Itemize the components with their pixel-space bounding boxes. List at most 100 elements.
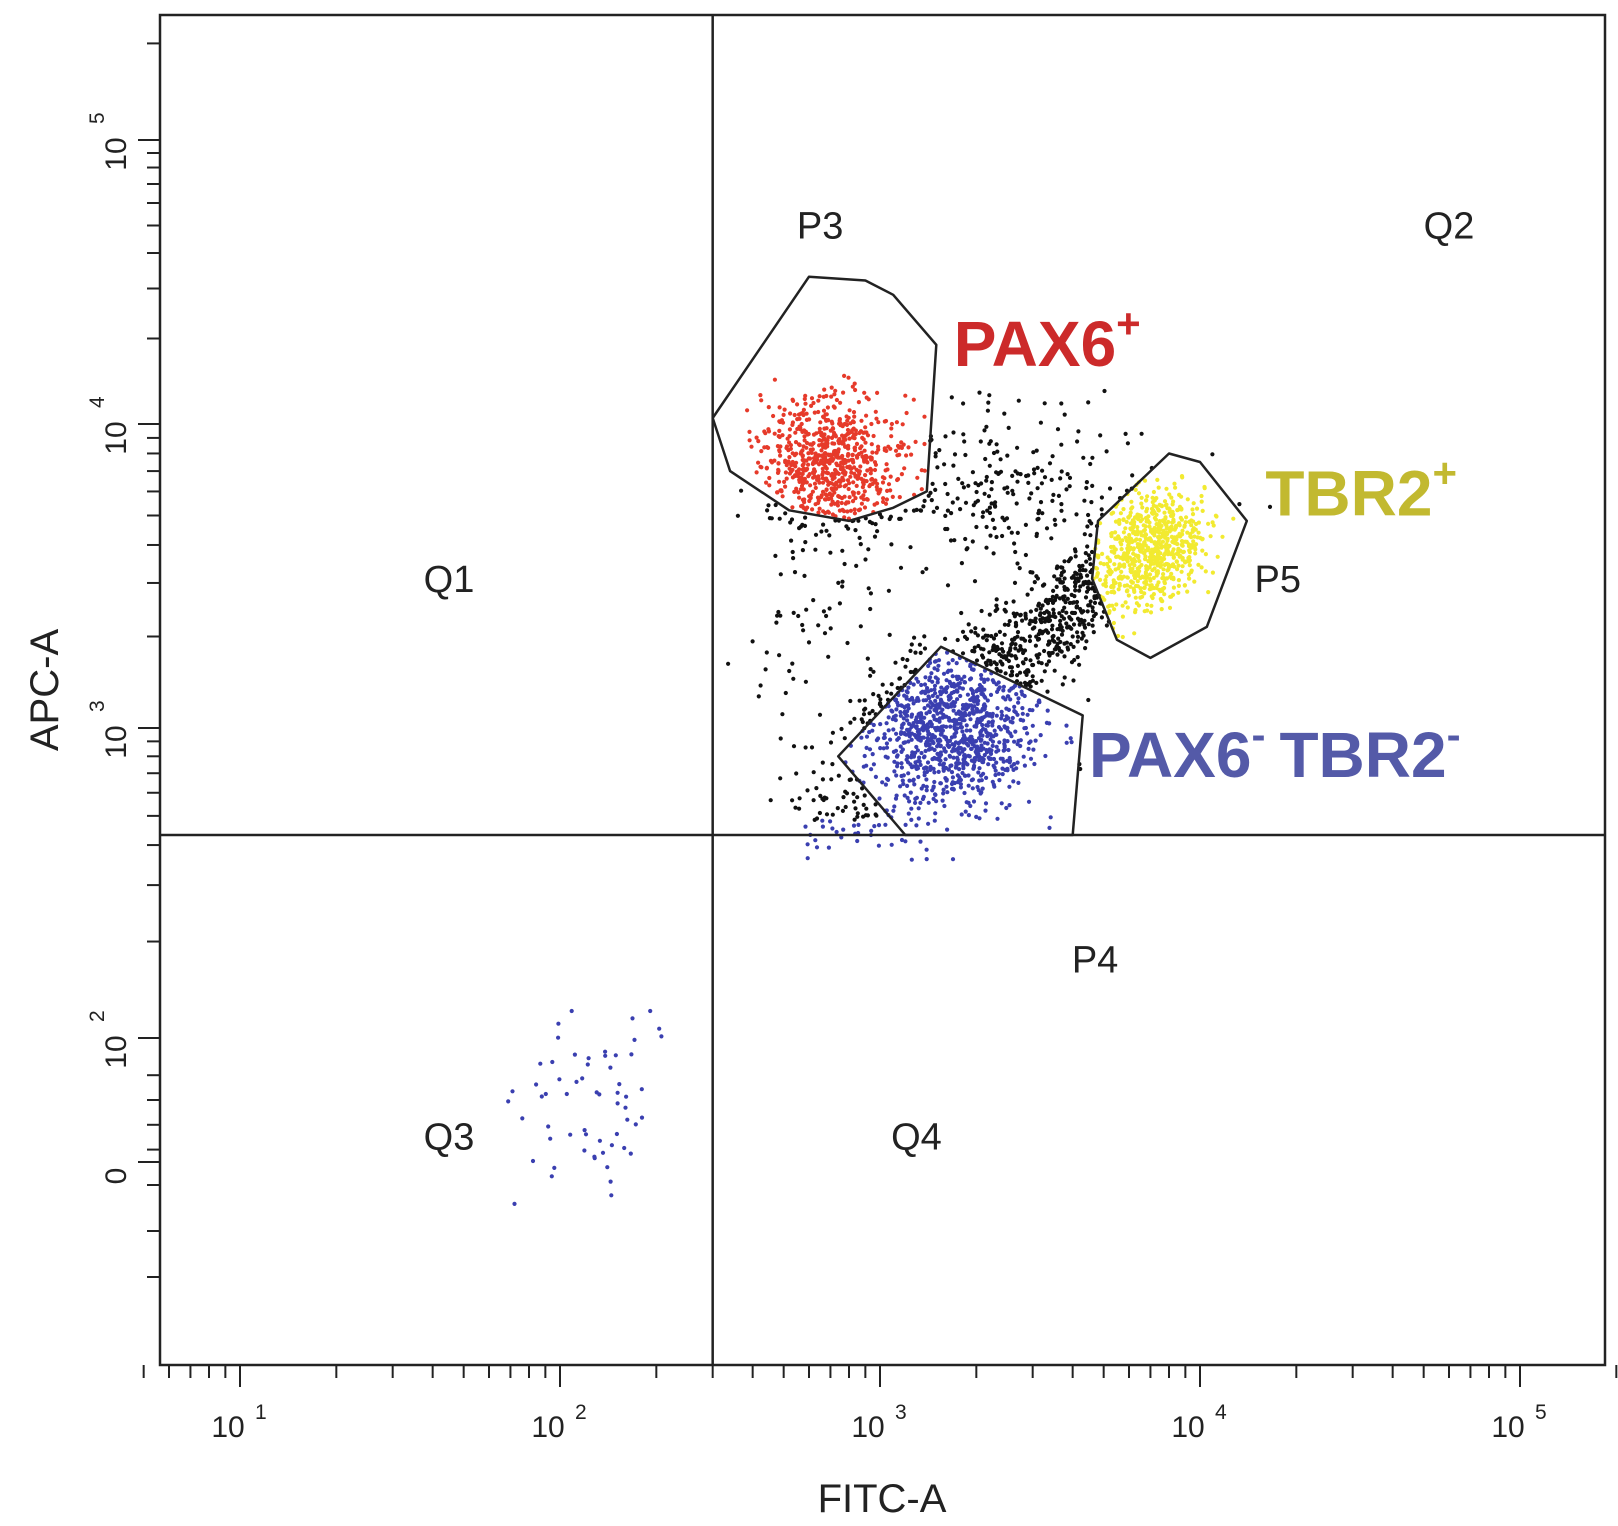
event-dot [909,731,915,736]
event-dot [800,481,806,486]
event-dot [811,471,817,476]
event-dot [911,701,916,706]
event-dot [948,538,954,543]
event-dot [886,715,891,720]
event-dot [1026,480,1031,485]
event-dot [1046,651,1052,656]
event-dot [1144,498,1149,503]
event-dot [841,468,846,473]
event-dot [1172,564,1177,569]
event-dot [787,427,793,432]
event-dot [1135,542,1140,547]
event-dot [804,480,809,485]
event-dot [1078,572,1083,578]
event-dot [1162,562,1167,568]
event-dot [1096,555,1101,560]
event-dot [821,394,826,399]
event-dot [860,435,865,440]
event-dot [908,790,913,795]
event-dot [859,735,864,740]
event-dot [994,603,999,608]
event-dot [951,463,956,468]
event-dot [972,699,977,704]
event-dot [992,728,997,733]
event-dot [1133,595,1138,600]
event-dot [984,524,989,530]
event-dot [969,687,974,692]
event-dot [659,1034,664,1039]
event-dot [781,412,786,417]
event-dot [538,1061,543,1066]
event-dot [874,738,880,743]
event-dot [796,613,801,619]
event-dot [1179,539,1185,544]
event-dot [938,758,943,763]
event-dot [1074,512,1079,517]
event-dot [915,475,920,480]
event-dot [1180,555,1185,561]
event-dot [797,796,802,801]
event-dot [1050,638,1055,643]
event-dot [916,679,921,684]
event-dot [1004,600,1009,606]
event-dot [1002,743,1007,748]
event-dot [1095,572,1100,577]
event-dot [883,822,888,827]
event-dot [1047,618,1053,623]
event-dot [1054,644,1059,649]
event-dot [1089,500,1094,505]
event-dot [1180,564,1185,569]
event-dot [1037,698,1042,703]
event-dot [993,608,998,614]
event-dot [884,745,890,750]
event-dot [821,522,826,527]
event-dot [998,457,1003,462]
event-dot [1116,587,1121,592]
event-dot [1079,610,1084,615]
event-dot [1062,641,1067,646]
event-dot [1106,604,1111,609]
gate-label-p4: P4 [1072,940,1118,982]
event-dot [1052,598,1058,603]
event-dot [847,495,852,500]
event-dot [1105,590,1110,596]
event-dot [1127,555,1132,560]
event-dot [1159,598,1164,603]
event-dot [905,690,910,695]
event-dot [800,471,805,476]
event-dot [945,790,950,795]
event-dot [823,412,828,417]
event-dot [968,662,973,667]
event-dot [961,766,966,771]
event-dot [944,784,949,789]
event-dot [807,472,812,477]
event-dot [910,750,915,755]
event-dot [512,1201,517,1206]
event-dot [1023,657,1028,662]
event-dot [941,768,946,773]
event-dot [871,722,876,728]
event-dot [1143,536,1148,541]
event-dot [972,759,977,765]
event-dot [1134,537,1139,542]
event-dot [844,524,849,529]
event-dot [775,490,780,495]
event-dot [1142,540,1147,545]
event-dot [983,808,988,813]
event-dot [1013,729,1018,734]
event-dot [1085,544,1090,549]
event-dot [978,791,983,796]
event-dot [864,734,870,739]
event-dot [569,1008,574,1014]
event-dot [764,650,769,655]
event-dot [1150,550,1155,556]
event-dot [908,648,913,654]
event-dot [1015,630,1021,635]
event-dot [1140,594,1145,599]
event-dot [852,445,858,450]
event-dot [1111,578,1116,583]
event-dot [937,701,943,706]
event-dot [880,682,885,687]
y-tick-exponent: 2 [86,1010,109,1022]
event-dot [930,788,935,793]
